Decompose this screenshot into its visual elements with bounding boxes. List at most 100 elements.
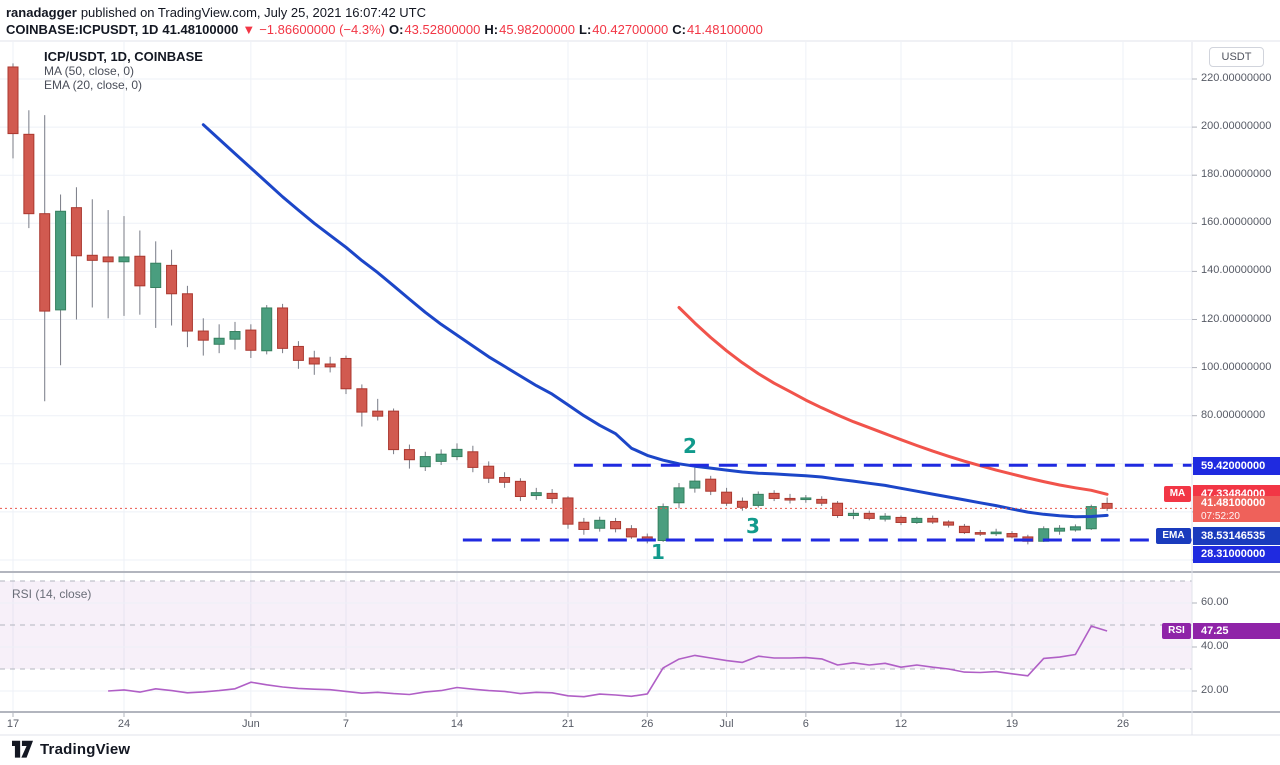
candle-body: [927, 517, 939, 523]
candle-body: [86, 254, 98, 261]
candle-body: [499, 477, 511, 483]
candle-body: [594, 519, 606, 529]
low-value: 40.42700000: [592, 22, 669, 37]
last-price-tag: 41.48100000 07:52:20: [1193, 496, 1280, 522]
time-axis-label: 24: [117, 718, 131, 730]
byline-text: published on TradingView.com, July 25, 2…: [80, 5, 427, 20]
candle-body: [70, 207, 82, 257]
rsi-axis-label: 20.00: [1201, 684, 1229, 696]
candle-body: [181, 293, 193, 332]
price-axis-label: 160.00000000: [1201, 216, 1272, 229]
tradingview-logo-text: TradingView: [40, 741, 131, 758]
candle-body: [340, 357, 352, 390]
byline: ranadagger published on TradingView.com, …: [6, 4, 1276, 21]
header: ranadagger published on TradingView.com, …: [6, 4, 1276, 38]
candle-body: [974, 532, 986, 535]
direction-down-icon: ▼: [242, 22, 256, 37]
candle-body: [990, 531, 1002, 535]
price-axis-label: 140.00000000: [1201, 264, 1272, 277]
candle-body: [816, 498, 828, 504]
candle-body: [403, 449, 415, 461]
candle-body: [39, 213, 51, 312]
symbol-info-row: COINBASE:ICPUSDT, 1D 41.48100000 ▼ −1.86600…: [6, 21, 1276, 38]
last-price-value: 41.48100000: [1201, 497, 1266, 509]
candle-body: [372, 410, 384, 417]
candle-body: [23, 133, 35, 215]
time-axis[interactable]: [0, 712, 1192, 735]
candle-body: [800, 497, 812, 501]
bar-countdown: 07:52:20: [1201, 511, 1240, 522]
candle-body: [467, 451, 479, 468]
price-axis-label: 180.00000000: [1201, 168, 1272, 181]
candle-body: [530, 492, 542, 497]
price-axis-label: 120.00000000: [1201, 312, 1272, 325]
ma-legend[interactable]: MA (50, close, 0): [44, 64, 135, 78]
candle-body: [1006, 533, 1018, 538]
candle-body: [7, 66, 19, 135]
candle-body: [118, 256, 130, 263]
candle-body: [308, 357, 320, 365]
candle-body: [166, 264, 178, 295]
currency-toggle-button[interactable]: USDT: [1209, 47, 1264, 67]
candle-body: [832, 502, 844, 517]
candle-body: [150, 262, 162, 289]
candle-body: [419, 456, 431, 468]
time-axis-label: 14: [450, 718, 464, 730]
candle-body: [1101, 502, 1113, 509]
rsi-axis-label: 60.00: [1201, 596, 1229, 608]
candle-body: [245, 329, 257, 351]
symbol-name[interactable]: COINBASE:ICPUSDT, 1D: [6, 22, 159, 37]
close-value: 41.48100000: [686, 22, 763, 37]
chart-plot-area[interactable]: [0, 42, 1192, 712]
price-axis-label: 200.00000000: [1201, 120, 1272, 133]
time-axis-label: 19: [1005, 718, 1019, 730]
time-axis-label: 6: [802, 718, 809, 730]
support-price-tag: 28.31000000: [1193, 546, 1280, 563]
rsi-indicator-label[interactable]: RSI (14, close): [12, 587, 92, 601]
candle-body: [610, 521, 622, 530]
annotation-2[interactable]: 2: [683, 434, 697, 458]
open-value: 43.52800000: [404, 22, 481, 37]
candle-body: [768, 492, 780, 499]
candle-body: [356, 388, 368, 413]
annotation-1[interactable]: 1: [651, 540, 665, 564]
ma-tag: MA: [1164, 486, 1191, 502]
candle-body: [673, 487, 685, 504]
candle-body: [451, 448, 463, 458]
candle-body: [689, 480, 701, 489]
price-axis-label: 220.00000000: [1201, 72, 1272, 84]
candle-body: [657, 506, 669, 542]
price-axis-label: 100.00000000: [1201, 360, 1272, 373]
annotation-3[interactable]: 3: [746, 514, 760, 538]
candle-body: [483, 465, 495, 479]
candle-body: [847, 512, 859, 517]
time-axis-label: 17: [6, 718, 20, 730]
candle-body: [958, 525, 970, 534]
candle-body: [879, 515, 891, 520]
time-axis-label: 21: [561, 718, 575, 730]
ma-50-line: [677, 306, 1109, 496]
time-axis-label: 12: [894, 718, 908, 730]
rsi-tag: RSI: [1162, 623, 1191, 639]
tradingview-logo[interactable]: TradingView: [12, 740, 130, 759]
candle-body: [1054, 527, 1066, 532]
candle-body: [562, 497, 574, 525]
ema-legend[interactable]: EMA (20, close, 0): [44, 78, 143, 92]
candle-body: [863, 512, 875, 519]
close-label: C:: [672, 22, 686, 37]
chart-title[interactable]: ICP/USDT, 1D, COINBASE: [44, 49, 203, 64]
candle-body: [1069, 526, 1081, 531]
high-value: 45.98200000: [499, 22, 576, 37]
low-label: L:: [579, 22, 592, 37]
candle-body: [943, 521, 955, 526]
time-axis-label: 26: [1116, 718, 1130, 730]
candle-body: [388, 410, 400, 451]
high-label: H:: [484, 22, 499, 37]
time-axis-label: Jun: [241, 718, 260, 730]
rsi-line: [108, 625, 1108, 698]
candle-body: [514, 480, 526, 498]
candle-body: [213, 337, 225, 345]
candle-body: [229, 331, 241, 340]
ema-20-line: [201, 123, 1109, 519]
